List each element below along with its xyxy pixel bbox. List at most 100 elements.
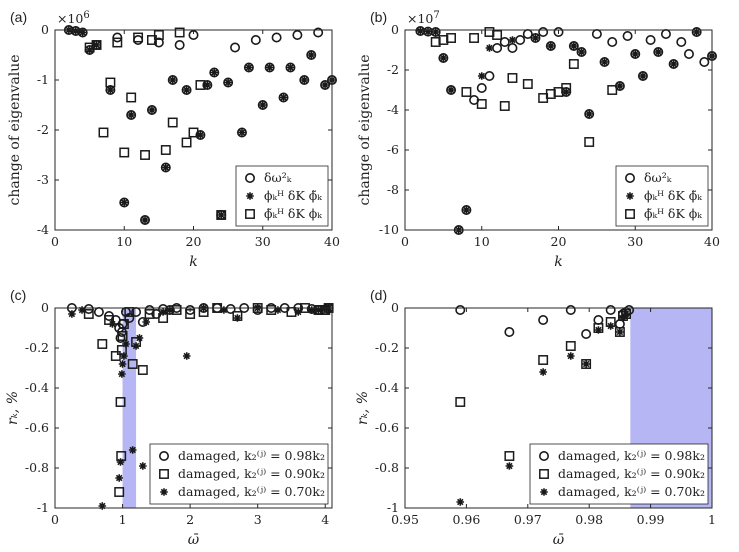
point-legend-square-2 [625, 209, 635, 219]
point-square-12 [167, 117, 178, 128]
point-square-10 [153, 30, 164, 40]
legend: δω²ₖ ϕₖᴴ δK ϕ̃ₖ ϕ̃ₖᴴ δK ϕₖ [615, 165, 709, 227]
point-star-17 [616, 82, 624, 90]
point-star-4 [582, 360, 590, 368]
point-star-13 [139, 462, 147, 470]
point-square-2 [98, 127, 109, 138]
point-circle-8 [126, 110, 137, 121]
x-tick-label: 1 [708, 512, 716, 527]
point-circle-31 [653, 46, 664, 57]
point-star-20 [654, 48, 663, 56]
point-square-17 [216, 210, 227, 220]
point-square-16 [195, 80, 206, 90]
point-square-13 [174, 27, 185, 38]
point-star-21 [265, 63, 274, 72]
point-star-1 [71, 27, 80, 35]
x-tick-label: 4 [321, 512, 329, 527]
point-star-21 [669, 60, 678, 68]
point-square-1 [504, 451, 515, 461]
point-star-16 [217, 211, 225, 219]
legend-entry: damaged, k₂⁽ʲ⁾ = 0.70k₂ [558, 484, 705, 499]
point-circle-34 [676, 36, 687, 47]
point-circle-2 [77, 27, 88, 38]
panel-b: 0 10 20 30 40 0 -2 -4 -6 -8 -10 (b) ×107 k change of e… [357, 9, 720, 270]
point-square-8 [499, 101, 510, 111]
point-circle-8 [476, 83, 487, 94]
y-tick-label: -1 [37, 500, 49, 515]
legend-entry: ϕ̃ₖᴴ δK ϕₖ [644, 206, 702, 221]
point-star-18 [238, 128, 246, 137]
point-star-7 [118, 360, 127, 368]
point-circle-21 [225, 303, 236, 314]
point-legend-circle-0 [624, 173, 635, 184]
point-circle-6 [112, 32, 123, 43]
x-tick-label: 30 [627, 234, 643, 249]
point-star-19 [245, 63, 253, 72]
point-star-9 [622, 310, 630, 318]
y-tick-label: 0 [391, 300, 399, 315]
y-tick-label: 0 [391, 22, 399, 37]
series-star [456, 310, 630, 506]
point-square-2 [446, 33, 457, 43]
point-star-2 [98, 502, 107, 510]
point-circle-35 [683, 48, 694, 59]
x-axis-label: k [554, 254, 562, 270]
point-circle-25 [607, 36, 618, 47]
point-square-11 [127, 359, 138, 369]
x-tick-label: 20 [186, 234, 202, 249]
panel-c: 0 1 2 3 4 0 -0.2 -0.4 -0.6 -0.8 -1 (c) ω̄ rₖ, % damage… [5, 287, 334, 548]
point-circle-4 [581, 328, 592, 339]
point-legend-square-1 [159, 469, 169, 479]
point-star-3 [439, 54, 448, 62]
point-square-7 [492, 30, 503, 40]
point-circle-30 [645, 34, 656, 45]
point-legend-circle-0 [245, 173, 256, 184]
point-star-9 [148, 106, 156, 114]
point-square-9 [507, 73, 518, 83]
point-star-18 [631, 50, 640, 58]
point-square-3 [461, 87, 472, 97]
point-circle-33 [299, 75, 310, 86]
point-circle-18 [553, 26, 564, 37]
point-circle-0 [455, 304, 466, 315]
point-circle-5 [593, 314, 604, 325]
point-square-7 [614, 327, 625, 337]
point-circle-35 [313, 27, 324, 38]
point-square-14 [181, 137, 192, 148]
point-star-2 [78, 28, 87, 37]
point-circle-6 [605, 304, 616, 315]
point-square-2 [538, 355, 549, 365]
panel-a: 0 10 20 30 40 0 -1 -2 -3 -4 (a) ×106 k change of eige… [7, 9, 340, 270]
point-square-5 [119, 147, 130, 158]
point-square-0 [84, 42, 95, 53]
y-tick-label: -0.2 [25, 340, 49, 355]
point-square-5 [476, 99, 487, 109]
point-circle-12 [507, 42, 518, 53]
point-star-10 [531, 34, 540, 42]
point-circle-15 [530, 32, 541, 43]
x-axis-label: k [189, 254, 197, 270]
point-circle-13 [160, 162, 171, 173]
legend: damaged, k₂⁽ʲ⁾ = 0.98k₂ damaged, k₂⁽ʲ⁾ = … [149, 443, 329, 505]
point-circle-6 [115, 332, 126, 343]
exponent-base: ×10 [407, 11, 433, 26]
point-star-12 [182, 86, 191, 94]
panel-d: 0.95 0.96 0.97 0.98 0.99 1 0 -0.2 -0.4 -0.6 -0.8 -1… [355, 287, 716, 548]
x-tick-label: 0.97 [514, 512, 542, 527]
point-star-15 [585, 110, 593, 118]
legend-entry: damaged, k₂⁽ʲ⁾ = 0.98k₂ [178, 448, 325, 463]
x-tick-label: 3 [254, 512, 262, 527]
y-tick-label: -1 [387, 500, 399, 515]
y-axis-label: change of eigenvalue [357, 54, 373, 205]
point-star-3 [108, 320, 117, 328]
point-square-4 [581, 359, 592, 369]
point-square-15 [568, 59, 579, 69]
point-square-11 [160, 145, 171, 155]
point-legend-square-1 [539, 469, 549, 479]
point-circle-4 [446, 85, 457, 96]
point-star-16 [600, 58, 609, 66]
point-square-1 [91, 40, 102, 50]
point-circle-2 [538, 314, 549, 325]
point-circle-19 [202, 80, 213, 91]
